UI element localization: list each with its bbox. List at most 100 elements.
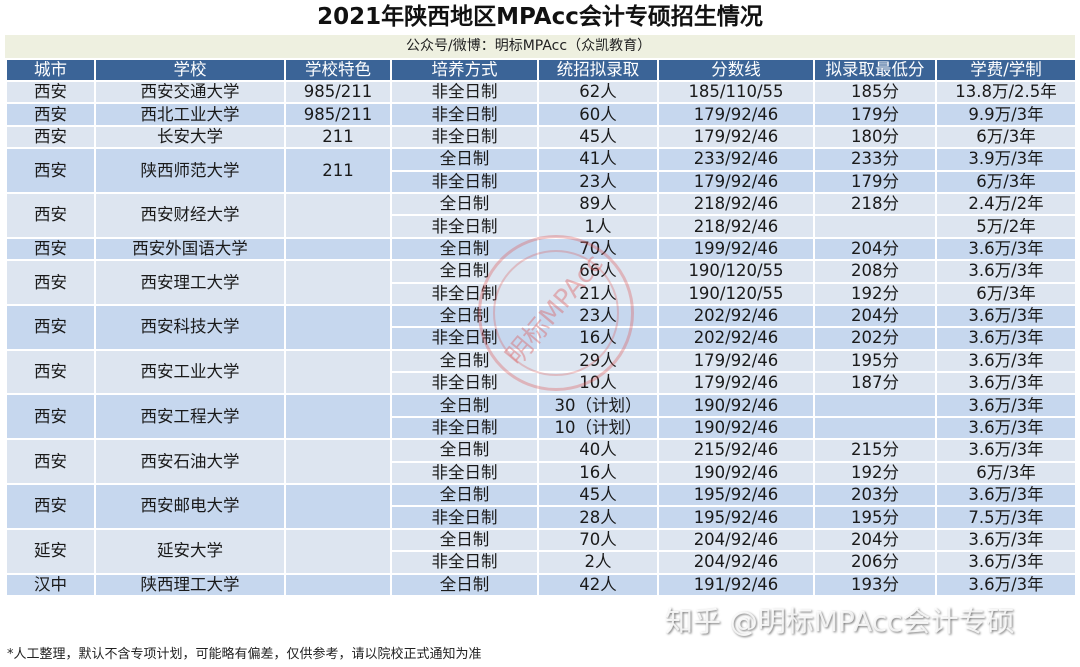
cell-fee: 5万/2年	[935, 214, 1077, 239]
cell-quota: 66人	[537, 259, 659, 284]
cell-mode: 非全日制	[390, 124, 539, 150]
cell-fee: 6万/3年	[935, 460, 1077, 486]
cell-quota: 45人	[537, 483, 659, 508]
table-row: 非全日制 16人 190/92/46 192分 6万/3年	[6, 460, 1077, 486]
cell-quota: 10（计划）	[537, 415, 659, 441]
cell-min-score: 187分	[813, 371, 937, 396]
table-row: 西安 陕西师范大学 211 全日制 41人 233/92/46 233分 3.9…	[5, 147, 1077, 194]
cell-city: 汉中	[5, 572, 96, 598]
cell-quota: 70人	[537, 527, 659, 553]
cell-city: 西安	[5, 147, 96, 194]
cell-mode: 全日制	[390, 191, 539, 217]
cell-mode: 全日制	[390, 303, 539, 329]
admissions-table: 城市 学校 学校特色 培养方式 统招拟录取 分数线 拟录取最低分 学费/学制 西…	[5, 58, 1077, 598]
cell-school: 西安工程大学	[94, 393, 286, 441]
cell-score-line: 179/92/46	[657, 348, 815, 374]
cell-mode: 非全日制	[390, 326, 539, 351]
cell-quota: 23人	[537, 303, 659, 329]
cell-score-line: 191/92/46	[657, 572, 815, 598]
cell-mode: 非全日制	[390, 281, 539, 306]
cell-min-score: 215分	[813, 438, 937, 463]
cell-quota: 16人	[537, 326, 659, 351]
cell-mode: 全日制	[390, 572, 539, 598]
cell-feature	[284, 483, 392, 530]
table-row: 汉中 陕西理工大学 全日制 42人 191/92/46 193分 3.6万/3年	[5, 572, 1077, 598]
cell-city: 西安	[5, 483, 96, 530]
table-row: 西安 西北工业大学 985/211 非全日制 60人 179/92/46 179…	[5, 102, 1077, 127]
cell-score-line: 179/92/46	[657, 102, 815, 127]
cell-mode: 非全日制	[390, 79, 539, 105]
cell-min-score: 208分	[813, 259, 937, 284]
cell-quota: 29人	[537, 348, 659, 374]
cell-fee: 3.9万/3年	[935, 147, 1077, 172]
cell-quota: 23人	[537, 169, 659, 194]
cell-mode: 全日制	[390, 259, 539, 284]
cell-score-line: 190/92/46	[657, 393, 815, 418]
cell-quota: 40人	[537, 438, 659, 463]
cell-school: 西安科技大学	[94, 303, 286, 351]
col-header-mode: 培养方式	[390, 58, 539, 82]
cell-fee: 3.6万/3年	[935, 259, 1077, 284]
table-row: 西安 西安工业大学 全日制 29人 179/92/46 195分 3.6万/3年	[5, 348, 1077, 396]
cell-fee: 2.4万/2年	[935, 191, 1077, 217]
table-row: 西安 西安交通大学 985/211 非全日制 62人 185/110/55 18…	[5, 79, 1077, 105]
cell-feature	[284, 438, 392, 486]
cell-mode: 非全日制	[390, 505, 539, 530]
cell-mode: 全日制	[390, 393, 539, 418]
table-row: 西安 西安理工大学 全日制 66人 190/120/55 208分 3.6万/3…	[5, 259, 1077, 306]
col-header-min-score: 拟录取最低分	[813, 58, 937, 82]
cell-score-line: 190/120/55	[657, 281, 815, 306]
table-row: 西安 西安邮电大学 全日制 45人 195/92/46 203分 3.6万/3年	[5, 483, 1077, 530]
cell-school: 西安财经大学	[94, 191, 286, 239]
table-row: 西安 长安大学 211 非全日制 45人 179/92/46 180分 6万/3…	[5, 124, 1077, 150]
cell-feature	[284, 191, 392, 239]
cell-min-score: 179分	[813, 169, 937, 194]
cell-mode: 非全日制	[390, 169, 539, 194]
cell-min-score: 218分	[813, 191, 937, 217]
cell-fee: 3.6万/3年	[935, 550, 1077, 575]
cell-min-score: 202分	[813, 326, 937, 351]
cell-feature	[284, 572, 392, 598]
cell-mode: 全日制	[390, 483, 539, 508]
cell-min-score: 203分	[813, 483, 937, 508]
col-header-fee: 学费/学制	[935, 58, 1077, 82]
zhihu-watermark: 知乎 @明标MPAcc会计专硕	[665, 605, 1015, 638]
cell-fee: 3.6万/3年	[935, 236, 1077, 262]
cell-quota: 42人	[537, 572, 659, 598]
cell-min-score: 180分	[813, 124, 937, 150]
cell-feature	[284, 393, 392, 441]
cell-city: 西安	[5, 438, 96, 486]
cell-feature: 985/211	[284, 102, 392, 127]
cell-score-line: 185/110/55	[657, 79, 815, 105]
cell-quota: 41人	[537, 147, 659, 172]
cell-fee: 3.6万/3年	[935, 393, 1077, 418]
cell-score-line: 179/92/46	[657, 169, 815, 194]
cell-fee: 7.5万/3年	[935, 505, 1077, 530]
cell-feature	[284, 259, 392, 306]
cell-mode: 非全日制	[390, 102, 539, 127]
cell-min-score: 204分	[813, 236, 937, 262]
cell-feature	[284, 527, 392, 575]
cell-feature	[284, 303, 392, 351]
subtitle: 公众号/微博：明标MPAcc（众凯教育）	[406, 38, 652, 54]
table-row: 西安 西安石油大学 全日制 40人 215/92/46 215分 3.6万/3年	[5, 438, 1077, 486]
cell-min-score: 192分	[813, 281, 937, 306]
cell-min-score: 179分	[813, 102, 937, 127]
cell-quota: 30（计划）	[537, 393, 659, 418]
cell-min-score: 195分	[813, 505, 937, 530]
cell-min-score: 204分	[813, 303, 937, 329]
cell-mode: 全日制	[390, 438, 539, 463]
cell-school: 西安石油大学	[94, 438, 286, 486]
cell-fee: 6万/3年	[935, 281, 1077, 306]
cell-city: 西安	[5, 236, 96, 262]
cell-mode: 非全日制	[390, 415, 539, 441]
cell-feature	[284, 348, 392, 396]
cell-mode: 全日制	[390, 527, 539, 553]
cell-school: 西安外国语大学	[94, 236, 286, 262]
cell-min-score: 233分	[813, 147, 937, 172]
cell-feature	[284, 236, 392, 262]
cell-city: 西安	[5, 393, 96, 441]
cell-fee: 3.6万/3年	[935, 527, 1077, 553]
table-row: 非全日制 1人 218/92/46 5万/2年	[6, 214, 1077, 239]
cell-fee: 3.6万/3年	[935, 438, 1077, 463]
